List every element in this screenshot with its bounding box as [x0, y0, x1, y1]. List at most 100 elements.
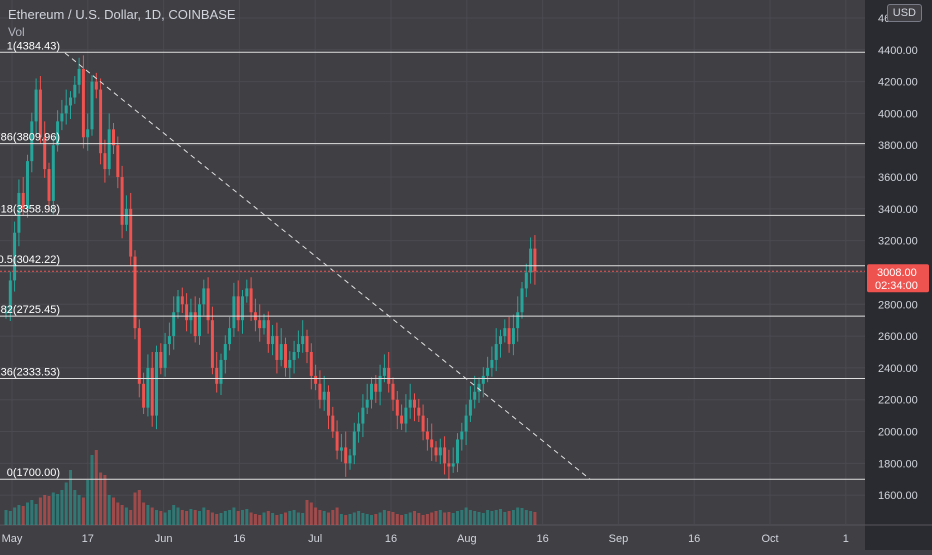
- y-tick-label: 4400.00: [878, 45, 918, 57]
- volume-bar: [292, 510, 296, 525]
- volume-bar: [301, 513, 305, 525]
- candle-body: [86, 129, 90, 138]
- volume-bar: [116, 502, 120, 525]
- candle-body: [443, 447, 447, 464]
- volume-bar: [507, 511, 511, 525]
- candle-body: [305, 336, 309, 352]
- volume-bar: [86, 480, 90, 525]
- candle-body: [468, 399, 472, 416]
- candle-body: [60, 113, 64, 122]
- candle-body: [202, 288, 206, 305]
- volume-bar: [314, 507, 318, 525]
- volume-bar: [90, 455, 94, 525]
- trendline: [64, 52, 591, 480]
- volume-bar: [425, 514, 429, 525]
- candle-body: [167, 336, 171, 345]
- volume-label: Vol: [8, 25, 25, 39]
- candle-body: [94, 81, 98, 90]
- volume-bar: [529, 511, 533, 525]
- volume-bar: [275, 515, 279, 525]
- volume-bar: [159, 511, 163, 525]
- candle-body: [309, 352, 313, 376]
- volume-bar: [357, 511, 361, 525]
- candle-body: [129, 208, 133, 257]
- y-tick-label: 4000.00: [878, 108, 918, 120]
- candle-body: [198, 304, 201, 337]
- candle-body: [150, 367, 154, 416]
- x-tick-label: May: [2, 533, 23, 545]
- candle-body: [99, 89, 103, 154]
- volume-bar: [258, 515, 262, 525]
- volume-bar: [322, 511, 326, 525]
- volume-bar: [163, 512, 167, 525]
- candle-body: [137, 328, 141, 384]
- candle-body: [51, 145, 55, 201]
- candle-body: [421, 415, 425, 432]
- volume-bar: [438, 510, 442, 525]
- candle-body: [8, 280, 12, 313]
- volume-bar: [382, 510, 386, 525]
- last-price-countdown: 02:34:00: [875, 280, 918, 292]
- currency-badge[interactable]: USD: [886, 4, 922, 22]
- candle-body: [193, 312, 197, 337]
- candle-body: [43, 137, 47, 170]
- volume-bar: [167, 510, 171, 525]
- candle-body: [494, 344, 498, 360]
- candle-body: [529, 248, 533, 273]
- volume-bar: [245, 509, 249, 525]
- y-tick-label: 2200.00: [878, 395, 918, 407]
- volume-bar: [253, 514, 257, 525]
- volume-bar: [112, 497, 115, 525]
- volume-bar: [8, 511, 12, 525]
- volume-bar: [13, 507, 17, 525]
- volume-bar: [494, 510, 498, 525]
- volume-bar: [490, 511, 494, 525]
- candle-body: [524, 272, 528, 289]
- volume-bar: [241, 510, 244, 525]
- candle-body: [516, 312, 520, 329]
- candle-body: [279, 344, 283, 360]
- candle-body: [236, 296, 240, 321]
- volume-bar: [451, 513, 455, 525]
- candle-body: [296, 344, 300, 352]
- volume-bar: [228, 510, 232, 525]
- volume-bar: [262, 512, 266, 525]
- fib-level-label: 0.786(3809.96): [0, 132, 60, 144]
- candle-body: [322, 391, 326, 400]
- volume-bar: [503, 512, 507, 525]
- candle-body: [378, 375, 382, 392]
- candle-body: [185, 304, 189, 321]
- volume-bar: [477, 512, 481, 525]
- candle-body: [107, 129, 111, 170]
- volume-bar: [339, 514, 343, 525]
- symbol-title: Ethereum / U.S. Dollar, 1D, COINBASE: [8, 7, 236, 22]
- candle-body: [116, 145, 120, 178]
- candle-body: [331, 415, 335, 432]
- volume-bar: [460, 510, 464, 525]
- candle-body: [47, 169, 51, 201]
- volume-bar: [421, 515, 425, 525]
- chart-legend: Ethereum / U.S. Dollar, 1D, COINBASE Vol: [8, 7, 236, 39]
- x-tick-label: Oct: [761, 533, 778, 545]
- candle-body: [511, 328, 515, 345]
- volume-bar: [378, 512, 382, 525]
- volume-bar: [284, 512, 287, 525]
- y-tick-label: 2400.00: [878, 363, 918, 375]
- x-tick-label: Jun: [155, 533, 173, 545]
- candle-body: [481, 375, 485, 384]
- volume-bar: [533, 512, 537, 525]
- volume-bar: [142, 502, 146, 525]
- candle-body: [133, 256, 137, 329]
- volume-bar: [94, 450, 98, 525]
- candle-body: [262, 320, 266, 329]
- candle-body: [4, 312, 8, 314]
- volume-bar: [408, 512, 412, 525]
- candle-body: [56, 121, 60, 146]
- volume-bar: [34, 504, 38, 525]
- volume-bar: [486, 510, 490, 525]
- candle-body: [223, 344, 227, 360]
- candle-body: [77, 68, 81, 85]
- volume-bar: [180, 510, 184, 525]
